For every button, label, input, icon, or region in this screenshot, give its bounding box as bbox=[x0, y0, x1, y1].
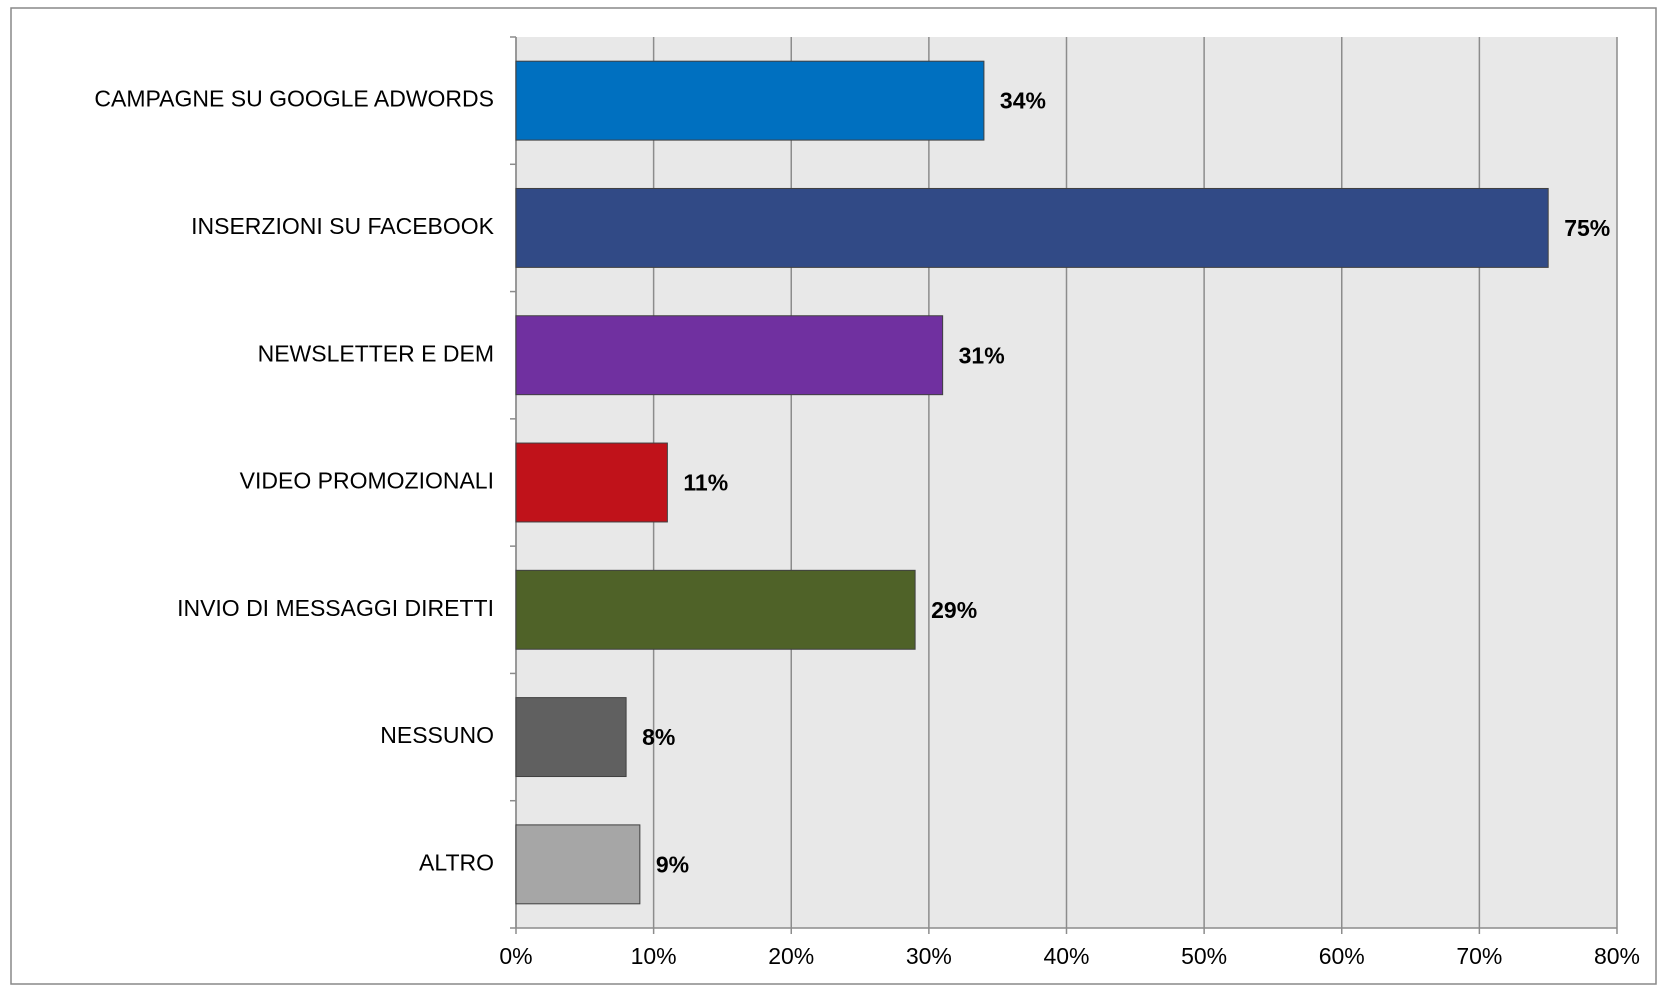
y-tick-label: INSERZIONI SU FACEBOOK bbox=[191, 213, 495, 239]
y-tick-label: NESSUNO bbox=[380, 722, 494, 748]
value-label: 75% bbox=[1564, 215, 1610, 241]
x-tick-label: 40% bbox=[1043, 943, 1089, 969]
chart-frame bbox=[10, 7, 1657, 985]
x-tick-label: 20% bbox=[768, 943, 814, 969]
bar bbox=[515, 569, 916, 650]
x-tick-label: 60% bbox=[1319, 943, 1365, 969]
bar bbox=[515, 697, 627, 778]
bar bbox=[515, 187, 1549, 268]
bar bbox=[515, 60, 985, 141]
bar bbox=[515, 442, 668, 523]
x-tick-label: 0% bbox=[499, 943, 532, 969]
value-label: 8% bbox=[642, 724, 675, 750]
x-tick-label: 10% bbox=[631, 943, 677, 969]
x-tick-label: 70% bbox=[1456, 943, 1502, 969]
y-tick-label: INVIO DI MESSAGGI DIRETTI bbox=[177, 595, 494, 621]
bar bbox=[515, 824, 641, 905]
x-tick-label: 30% bbox=[906, 943, 952, 969]
x-tick-label: 80% bbox=[1594, 943, 1640, 969]
value-label: 9% bbox=[656, 851, 689, 877]
value-label: 11% bbox=[683, 470, 728, 496]
y-tick-label: CAMPAGNE SU GOOGLE ADWORDS bbox=[94, 86, 494, 112]
value-label: 29% bbox=[931, 597, 977, 623]
bar bbox=[515, 315, 944, 396]
x-tick-label: 50% bbox=[1181, 943, 1227, 969]
y-tick-label: ALTRO bbox=[419, 849, 494, 875]
y-tick-label: VIDEO PROMOZIONALI bbox=[240, 468, 494, 494]
y-tick-label: NEWSLETTER E DEM bbox=[258, 340, 494, 366]
value-label: 34% bbox=[1000, 88, 1046, 114]
value-label: 31% bbox=[959, 342, 1005, 368]
